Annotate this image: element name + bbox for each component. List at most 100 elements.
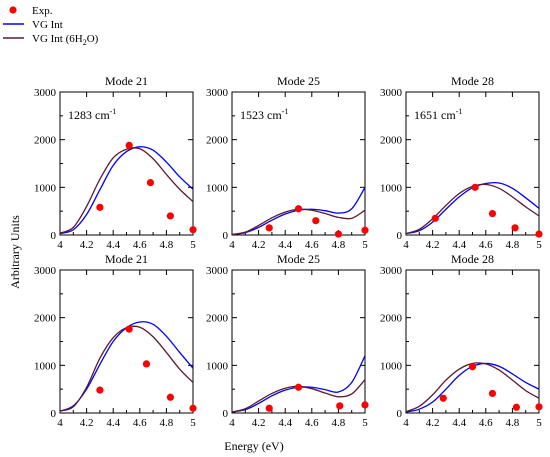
- series-line: [60, 146, 193, 235]
- exp-point: [294, 383, 303, 391]
- y-tick-label: 3000: [206, 265, 229, 277]
- y-tick-label: 0: [51, 230, 57, 242]
- plot-frame: [405, 269, 540, 414]
- exp-point: [312, 217, 320, 225]
- panel: Mode 21 4 4.2 4.4 4.6 4.8 5 0 1000 2000 3000: [34, 252, 197, 429]
- x-tick-label: 4: [403, 417, 409, 429]
- y-tick-label: 1000: [380, 182, 403, 194]
- x-tick-label: 4.2: [80, 239, 94, 251]
- y-tick-label: 1000: [34, 182, 57, 194]
- exp-point: [431, 214, 439, 222]
- y-tick-label: 3000: [206, 87, 229, 99]
- x-tick-label: 5: [362, 239, 368, 251]
- panel-title: Mode 28: [451, 74, 494, 88]
- series-line: [406, 183, 539, 235]
- exp-point: [142, 360, 151, 368]
- panel: Mode 25 4 4.2 4.4 4.6 4.8 5 0 1000 2000 3000: [206, 252, 369, 429]
- panel: Mode 28 4 4.2 4.4 4.6 4.8 5 0 1000 2000 3000: [380, 252, 543, 429]
- exp-point: [96, 203, 104, 211]
- x-tick-label: 4.4: [452, 417, 466, 429]
- x-tick-label: 4.4: [278, 239, 292, 251]
- x-tick-label: 5: [190, 417, 196, 429]
- legend-marker: [9, 6, 17, 14]
- x-tick-label: 4.4: [452, 239, 466, 251]
- x-tick-label: 4: [403, 239, 409, 251]
- x-tick-label: 4.2: [426, 239, 440, 251]
- exp-point: [166, 212, 174, 220]
- exp-point: [189, 404, 197, 412]
- series-line: [406, 181, 539, 235]
- y-tick-label: 0: [223, 408, 229, 420]
- panel-title: Mode 21: [105, 74, 148, 88]
- panel: Mode 25 4 4.2 4.4 4.6 4.8 5 0 1000 2000 3000 1523 c…: [206, 74, 369, 251]
- x-tick-label: 4: [229, 239, 235, 251]
- y-axis-title: Arbitrary Units: [8, 215, 22, 289]
- x-tick-label: 5: [362, 417, 368, 429]
- y-tick-label: 1000: [206, 182, 229, 194]
- y-tick-label: 0: [223, 230, 229, 242]
- exp-point: [361, 226, 369, 234]
- x-tick-label: 4: [57, 417, 63, 429]
- exp-point: [511, 224, 519, 232]
- series-line: [406, 362, 539, 413]
- y-tick-label: 2000: [380, 135, 403, 147]
- legend-label: VG Int (6H2O): [32, 33, 99, 47]
- exp-point: [512, 403, 520, 411]
- panel-annotation: 1283 cm-1: [68, 107, 116, 122]
- exp-point: [471, 183, 479, 191]
- y-tick-label: 2000: [206, 135, 229, 147]
- x-tick-label: 4.6: [479, 417, 493, 429]
- y-tick-label: 2000: [34, 313, 57, 325]
- panel-annotation: 1651 cm-1: [414, 107, 462, 122]
- x-tick-label: 4.2: [252, 239, 266, 251]
- y-tick-label: 1000: [206, 360, 229, 372]
- exp-point: [294, 205, 303, 213]
- x-tick-label: 5: [190, 239, 196, 251]
- x-tick-label: 4.8: [332, 417, 346, 429]
- panel: Mode 28 4 4.2 4.4 4.6 4.8 5 0 1000 2000 3000 1651 c…: [380, 74, 543, 251]
- x-tick-label: 4.8: [506, 417, 520, 429]
- series-line: [60, 147, 193, 234]
- x-tick-label: 4.2: [252, 417, 266, 429]
- plot-frame: [59, 269, 194, 414]
- x-tick-label: 4.6: [305, 417, 319, 429]
- x-tick-label: 4.8: [506, 239, 520, 251]
- exp-point: [96, 386, 104, 394]
- exp-point: [439, 394, 447, 402]
- plot-frame: [231, 269, 366, 414]
- x-tick-label: 4.2: [80, 417, 94, 429]
- x-tick-label: 4.6: [305, 239, 319, 251]
- x-tick-label: 4.6: [479, 239, 493, 251]
- exp-point: [146, 178, 155, 187]
- panel-title: Mode 25: [277, 252, 320, 266]
- legend-item: VG Int (6H2O): [3, 33, 99, 47]
- legend-item: VG Int: [3, 19, 63, 31]
- x-tick-label: 4.4: [106, 417, 120, 429]
- exp-point: [488, 389, 497, 398]
- x-tick-label: 4.8: [160, 417, 174, 429]
- y-tick-label: 3000: [380, 265, 403, 277]
- x-tick-label: 4.8: [160, 239, 174, 251]
- y-tick-label: 3000: [34, 87, 57, 99]
- exp-point: [265, 404, 273, 412]
- x-axis-title: Energy (eV): [224, 439, 283, 453]
- x-tick-label: 5: [536, 239, 542, 251]
- x-tick-label: 5: [536, 417, 542, 429]
- x-tick-label: 4.8: [332, 239, 346, 251]
- x-tick-label: 4.4: [106, 239, 120, 251]
- y-tick-label: 1000: [380, 360, 403, 372]
- x-tick-label: 4.2: [426, 417, 440, 429]
- panel-title: Mode 28: [451, 252, 494, 266]
- legend-item: Exp.: [9, 5, 53, 17]
- x-tick-label: 4: [57, 239, 63, 251]
- y-tick-label: 3000: [34, 265, 57, 277]
- y-tick-label: 2000: [34, 135, 57, 147]
- legend: Exp. VG Int VG Int (6H2O): [3, 5, 99, 47]
- x-tick-label: 4.6: [133, 417, 147, 429]
- y-tick-label: 2000: [380, 313, 403, 325]
- exp-point: [361, 401, 369, 409]
- legend-label: VG Int: [32, 19, 63, 31]
- exp-point: [535, 230, 543, 238]
- y-tick-label: 2000: [206, 313, 229, 325]
